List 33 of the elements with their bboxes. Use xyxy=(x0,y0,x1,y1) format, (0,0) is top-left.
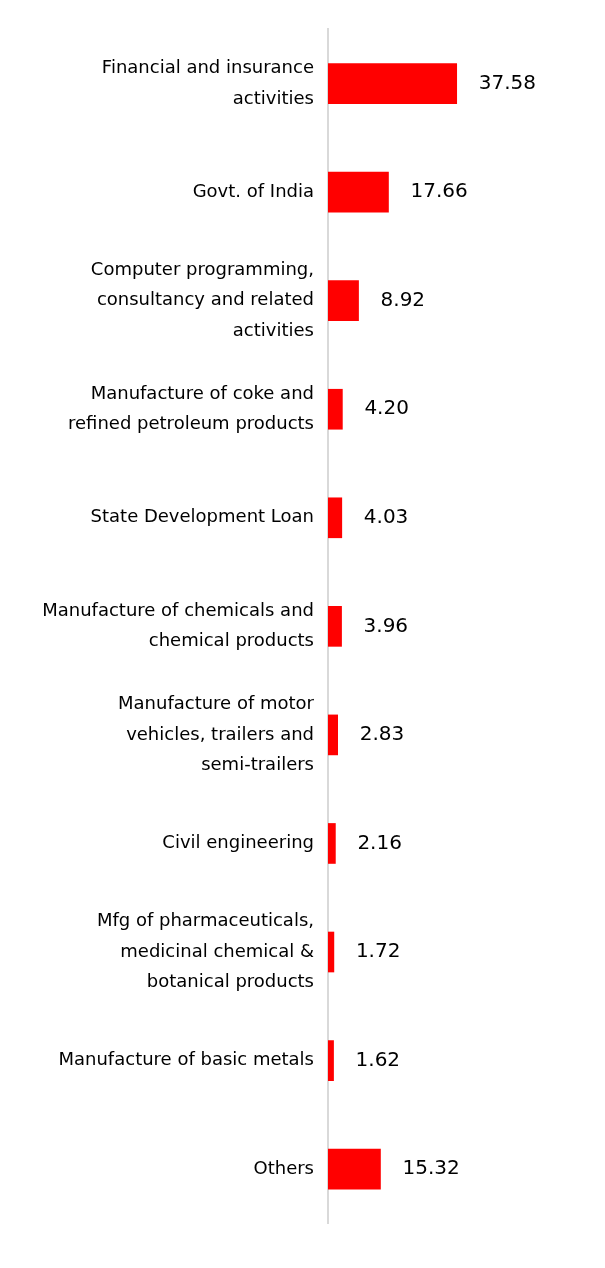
bar xyxy=(328,63,458,104)
data-label: 17.66 xyxy=(410,178,468,203)
y-tick-label: State Development Loan xyxy=(90,505,314,527)
data-label: 4.20 xyxy=(364,395,409,420)
y-tick-label: Computer programming, consultancy and related activities xyxy=(90,257,314,340)
y-tick-label: Manufacture of basic metals xyxy=(58,1048,314,1070)
bar xyxy=(328,606,342,647)
data-label: 2.16 xyxy=(357,829,402,854)
data-label: 4.03 xyxy=(363,504,409,528)
bar xyxy=(328,823,336,864)
y-tick-label: Mfg of pharmaceuticals, medicinal chemical & botanical products xyxy=(96,909,314,992)
bar xyxy=(328,1040,334,1081)
data-label: 1.72 xyxy=(355,938,401,963)
data-label: 1.62 xyxy=(355,1046,401,1071)
data-label: 37.58 xyxy=(478,69,536,94)
bar xyxy=(328,714,339,756)
data-label: 3.96 xyxy=(363,612,409,637)
y-tick-label: Govt. of India xyxy=(192,179,314,201)
bar xyxy=(328,1148,381,1190)
bar xyxy=(328,388,343,430)
y-tick-label: Manufacture of chemicals and chemical products xyxy=(42,598,314,651)
y-tick-label: Manufacture of motor vehicles, trailers and semi-trailers xyxy=(118,691,315,775)
data-label: 8.92 xyxy=(380,286,426,311)
bar xyxy=(328,280,359,322)
bar xyxy=(328,931,335,973)
y-tick-label: Others xyxy=(253,1156,314,1178)
bar xyxy=(328,171,389,213)
y-tick-label: Civil engineering xyxy=(162,831,314,853)
bar xyxy=(328,497,343,539)
data-label: 15.32 xyxy=(402,1155,460,1180)
data-label: 2.83 xyxy=(359,721,405,746)
y-tick-label: Financial and insurance activities xyxy=(101,55,314,108)
y-tick-label: Manufacture of coke and refined petroleum products xyxy=(68,381,314,434)
